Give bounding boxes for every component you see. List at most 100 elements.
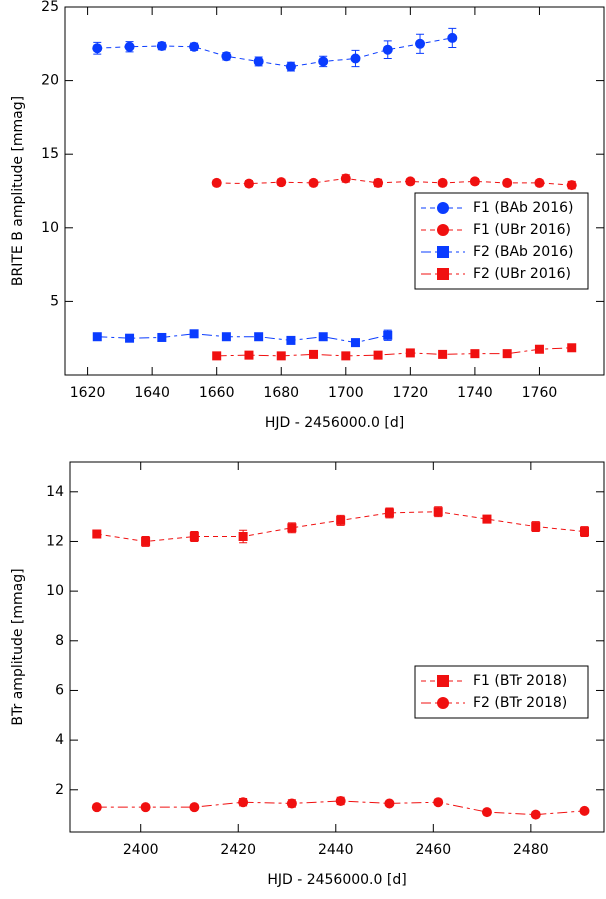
marker [156,41,167,52]
x-tick-label: 2480 [513,842,549,858]
marker [502,349,512,359]
marker [469,176,480,187]
marker [566,180,577,191]
marker [405,176,416,187]
marker [92,43,103,54]
legend-label: F1 (UBr 2016) [473,222,571,238]
marker [437,224,449,236]
series-line [216,347,572,357]
marker [481,807,492,818]
marker [335,795,346,806]
marker [502,177,513,188]
legend: F1 (BTr 2018) F2 (BTr 2018) [414,665,589,719]
marker [382,44,393,55]
marker [437,268,449,280]
y-axis-label: BTr amplitude [mmag] [10,568,26,725]
x-tick-label: 2460 [415,842,451,858]
marker [341,351,351,361]
x-tick-label: 1760 [522,385,558,401]
marker [447,32,458,43]
y-tick-label: 5 [50,293,59,309]
marker [437,675,449,687]
marker [318,56,329,67]
marker [470,349,480,359]
y-tick-label: 2 [55,782,64,798]
x-axis-label: HJD - 2456000.0 [d] [265,415,404,431]
marker [244,350,254,360]
marker [405,348,415,358]
marker [212,351,222,361]
y-tick-label: 10 [46,583,64,599]
marker [373,177,384,188]
marker [285,61,296,72]
marker [340,173,351,184]
marker [287,523,297,533]
marker [286,335,296,345]
marker [125,333,135,343]
x-tick-label: 1660 [199,385,235,401]
marker [350,338,360,348]
x-tick-label: 1640 [134,385,170,401]
legend-label: F1 (BAb 2016) [473,200,573,216]
marker [373,350,383,360]
legend-label: F2 (UBr 2016) [473,266,571,282]
y-tick-label: 15 [41,146,59,162]
marker [189,802,200,813]
marker [141,536,151,546]
marker [579,805,590,816]
plot-frame [69,461,605,833]
marker [309,349,319,359]
marker [384,798,395,809]
x-tick-label: 2400 [123,842,159,858]
marker [415,38,426,49]
marker [253,56,264,67]
x-axis-label: HJD - 2456000.0 [d] [267,872,406,888]
y-tick-label: 10 [41,220,59,236]
marker [91,802,102,813]
marker [92,332,102,342]
marker [140,802,151,813]
marker [92,529,102,539]
y-tick-label: 6 [55,682,64,698]
panel: 2400 2420 2440 2460 2480 2 4 6 8 10 12 14 HJD - 2456… [10,461,605,888]
marker [579,527,589,537]
marker [189,41,200,52]
x-tick-label: 1740 [457,385,493,401]
marker [189,531,199,541]
legend-box [414,665,589,719]
marker [238,531,248,541]
marker [276,351,286,361]
legend-label: F2 (BTr 2018) [473,695,567,711]
x-tick-label: 2440 [318,842,354,858]
marker [482,514,492,524]
marker [433,797,444,808]
marker [437,177,448,188]
marker [437,246,449,258]
marker [318,332,328,342]
y-tick-label: 14 [46,484,64,500]
x-tick-label: 1700 [328,385,364,401]
marker [157,332,167,342]
y-tick-label: 8 [55,633,64,649]
series-line [96,800,585,816]
marker [437,697,449,709]
series-line [97,333,388,344]
panel: 1620 1640 1660 1680 1700 1720 1740 1760 5 10 15 20 2… [10,0,605,431]
marker [534,344,544,354]
x-tick-label: 1720 [393,385,429,401]
marker [276,177,287,188]
marker [350,53,361,64]
marker [336,515,346,525]
y-tick-label: 20 [41,73,59,89]
marker [433,507,443,517]
legend: F1 (BAb 2016) F1 (UBr 2016) F2 (BAb 2016) F… [414,192,589,290]
marker [308,177,319,188]
marker [437,202,449,214]
marker [567,343,577,353]
series-line [216,177,572,186]
marker [534,177,545,188]
plot-frame [64,6,605,376]
y-tick-label: 25 [41,0,59,15]
x-tick-label: 1620 [70,385,106,401]
